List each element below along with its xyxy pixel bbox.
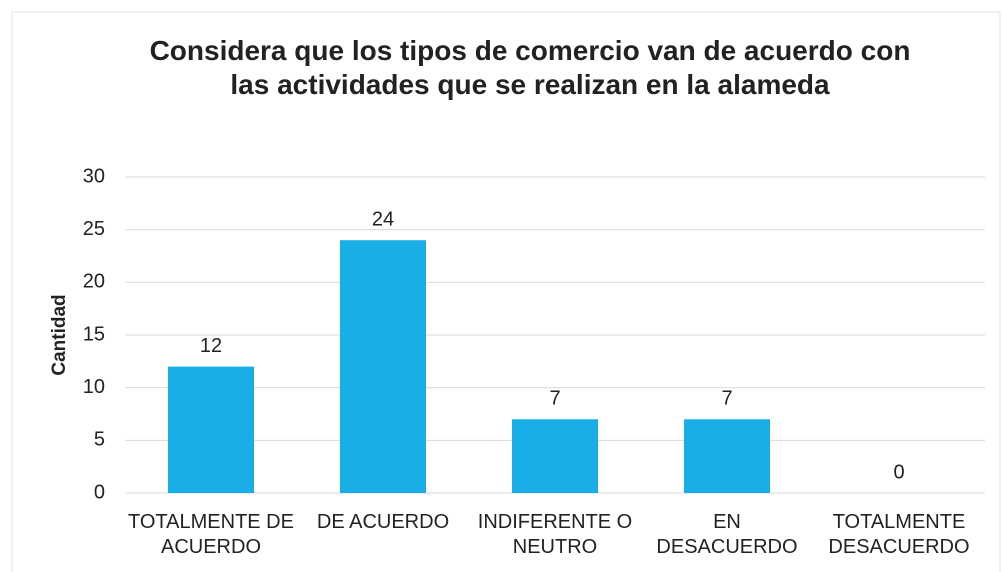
bar: [168, 366, 254, 493]
data-label: 7: [549, 388, 560, 410]
chart-title: Considera que los tipos de comercio van …: [149, 35, 911, 100]
data-label: 0: [893, 461, 904, 483]
x-tick-label: TOTALMENTE DE ACUERDO: [128, 511, 294, 558]
y-tick-label: 30: [83, 165, 105, 187]
x-tick-label: EN DESACUERDO: [656, 511, 798, 558]
y-tick-label: 0: [94, 481, 105, 503]
y-tick-label: 15: [83, 323, 105, 345]
data-label: 12: [200, 335, 222, 357]
y-tick-label: 25: [83, 218, 105, 240]
y-tick-label: 10: [83, 376, 105, 398]
y-axis-label: Cantidad: [49, 294, 70, 375]
x-tick-label: INDIFERENTE O NEUTRO: [477, 511, 633, 558]
data-label: 24: [372, 208, 394, 230]
x-tick-label: DE ACUERDO: [316, 511, 450, 533]
bar: [512, 419, 598, 493]
y-tick-label: 20: [83, 271, 105, 293]
x-tick-label: TOTALMENTE DESACUERDO: [828, 511, 970, 558]
chart-frame: [11, 11, 1001, 572]
data-label: 7: [721, 388, 732, 410]
bar: [684, 419, 770, 493]
y-tick-label: 5: [94, 429, 105, 451]
bar: [340, 240, 426, 493]
